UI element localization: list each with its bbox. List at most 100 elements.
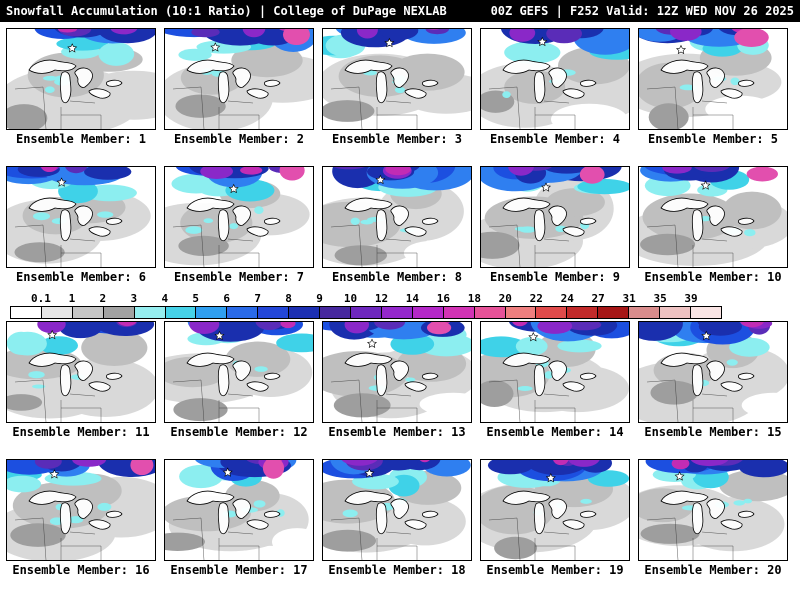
colorbar-segment bbox=[536, 307, 568, 318]
map-panel: Ensemble Member: 16 bbox=[6, 459, 156, 577]
page-title: Snowfall Accumulation (10:1 Ratio) | Col… bbox=[6, 4, 447, 18]
snowfall-map[interactable] bbox=[164, 459, 314, 561]
ensemble-member-label: Ensemble Member: 20 bbox=[644, 563, 782, 577]
colorbar-segment bbox=[258, 307, 290, 318]
snowfall-map[interactable] bbox=[6, 321, 156, 423]
map-panel: Ensemble Member: 20 bbox=[638, 459, 788, 577]
snowfall-map[interactable] bbox=[6, 166, 156, 268]
colorbar-segment bbox=[629, 307, 661, 318]
ensemble-member-label: Ensemble Member: 16 bbox=[12, 563, 150, 577]
ensemble-member-label: Ensemble Member: 6 bbox=[15, 270, 147, 284]
map-panel: Ensemble Member: 15 bbox=[638, 321, 788, 439]
colorbar-tick-label: 0.1 bbox=[31, 292, 51, 305]
colorbar-tick-label: 7 bbox=[254, 292, 261, 305]
ensemble-member-label: Ensemble Member: 2 bbox=[173, 132, 305, 146]
colorbar-tick-label: 24 bbox=[560, 292, 574, 305]
colorbar-tick-labels: 0.1 1 2 3 4 5 6 7 8 9 10 12 14 16 18 20 22 24 27 31 35 39 bbox=[10, 292, 722, 306]
snowfall-map[interactable] bbox=[322, 28, 472, 130]
map-panel: Ensemble Member: 19 bbox=[480, 459, 630, 577]
colorbar-tick-label: 3 bbox=[130, 292, 138, 305]
ensemble-member-label: Ensemble Member: 4 bbox=[489, 132, 621, 146]
map-panel: Ensemble Member: 8 bbox=[322, 166, 472, 284]
snowfall-map[interactable] bbox=[322, 321, 472, 423]
colorbar-tick-label: 8 bbox=[285, 292, 292, 305]
colorbar-tick-label: 1 bbox=[68, 292, 76, 305]
map-panel: Ensemble Member: 17 bbox=[164, 459, 314, 577]
colorbar-tick-label: 39 bbox=[684, 292, 698, 305]
snowfall-map[interactable] bbox=[164, 166, 314, 268]
colorbar-segment bbox=[412, 307, 444, 318]
colorbar-segment bbox=[598, 307, 630, 318]
map-panel: Ensemble Member: 2 bbox=[164, 28, 314, 146]
snowfall-map[interactable] bbox=[322, 459, 472, 561]
ensemble-member-label: Ensemble Member: 13 bbox=[328, 425, 466, 439]
colorbar-segment bbox=[72, 307, 104, 318]
ensemble-member-label: Ensemble Member: 17 bbox=[170, 563, 308, 577]
ensemble-member-label: Ensemble Member: 19 bbox=[486, 563, 624, 577]
ensemble-member-label: Ensemble Member: 5 bbox=[647, 132, 779, 146]
colorbar-tick-label: 20 bbox=[498, 292, 512, 305]
ensemble-member-label: Ensemble Member: 3 bbox=[331, 132, 463, 146]
title-bar: Snowfall Accumulation (10:1 Ratio) | Col… bbox=[0, 0, 800, 22]
snowfall-map[interactable] bbox=[6, 28, 156, 130]
ensemble-member-label: Ensemble Member: 1 bbox=[15, 132, 147, 146]
map-panel: Ensemble Member: 4 bbox=[480, 28, 630, 146]
colorbar-segment bbox=[165, 307, 197, 318]
map-panel: Ensemble Member: 13 bbox=[322, 321, 472, 439]
colorbar-segment bbox=[196, 307, 228, 318]
snowfall-map[interactable] bbox=[480, 28, 630, 130]
colorbar-tick-label: 31 bbox=[622, 292, 636, 305]
snowfall-map[interactable] bbox=[480, 321, 630, 423]
map-panel: Ensemble Member: 7 bbox=[164, 166, 314, 284]
snowfall-map[interactable] bbox=[322, 166, 472, 268]
colorbar-tick-label: 12 bbox=[374, 292, 389, 305]
map-panel: Ensemble Member: 1 bbox=[6, 28, 156, 146]
colorbar-segment bbox=[320, 307, 351, 318]
colorbar-tick-label: 18 bbox=[467, 292, 481, 305]
colorbar-segment bbox=[11, 307, 42, 318]
map-panel: Ensemble Member: 3 bbox=[322, 28, 472, 146]
snowfall-map[interactable] bbox=[638, 166, 788, 268]
map-panel: Ensemble Member: 6 bbox=[6, 166, 156, 284]
colorbar-segment bbox=[289, 307, 321, 318]
ensemble-member-label: Ensemble Member: 7 bbox=[173, 270, 305, 284]
snowfall-map[interactable] bbox=[480, 166, 630, 268]
ensemble-member-label: Ensemble Member: 18 bbox=[328, 563, 466, 577]
map-row-1: Ensemble Member: 1 Ensemble Member: 2 Ense… bbox=[0, 28, 800, 146]
colorbar-tick-label: 16 bbox=[436, 292, 451, 305]
colorbar-segment bbox=[567, 307, 599, 318]
snowfall-map[interactable] bbox=[638, 28, 788, 130]
snowfall-map[interactable] bbox=[164, 321, 314, 423]
ensemble-member-label: Ensemble Member: 8 bbox=[331, 270, 463, 284]
colorbar-tick-label: 9 bbox=[316, 292, 323, 305]
map-panel: Ensemble Member: 5 bbox=[638, 28, 788, 146]
colorbar-segment bbox=[381, 307, 413, 318]
colorbar-tick-label: 5 bbox=[192, 292, 200, 305]
colorbar-tick-label: 4 bbox=[161, 292, 169, 305]
colorbar-segment bbox=[227, 307, 259, 318]
colorbar-segment bbox=[690, 307, 721, 318]
colorbar-segment bbox=[505, 307, 537, 318]
colorbar-segment bbox=[350, 307, 382, 318]
snowfall-map[interactable] bbox=[6, 459, 156, 561]
colorbar-tick-label: 27 bbox=[591, 292, 605, 305]
valid-time-label: 00Z GEFS | F252 Valid: 12Z WED NOV 26 20… bbox=[490, 4, 794, 18]
ensemble-member-label: Ensemble Member: 12 bbox=[170, 425, 308, 439]
snowfall-map[interactable] bbox=[164, 28, 314, 130]
ensemble-grid: Ensemble Member: 1 Ensemble Member: 2 Ense… bbox=[0, 28, 800, 577]
map-panel: Ensemble Member: 14 bbox=[480, 321, 630, 439]
map-row-2: Ensemble Member: 6 Ensemble Member: 7 Ense… bbox=[0, 166, 800, 284]
snowfall-map[interactable] bbox=[638, 321, 788, 423]
snowfall-map[interactable] bbox=[480, 459, 630, 561]
ensemble-member-label: Ensemble Member: 14 bbox=[486, 425, 624, 439]
snowfall-map[interactable] bbox=[638, 459, 788, 561]
map-row-3: Ensemble Member: 11 Ensemble Member: 12 En… bbox=[0, 321, 800, 439]
ensemble-member-label: Ensemble Member: 11 bbox=[12, 425, 150, 439]
ensemble-member-label: Ensemble Member: 15 bbox=[644, 425, 782, 439]
colorbar-segment bbox=[103, 307, 135, 318]
ensemble-member-label: Ensemble Member: 10 bbox=[644, 270, 782, 284]
map-panel: Ensemble Member: 11 bbox=[6, 321, 156, 439]
ensemble-member-label: Ensemble Member: 9 bbox=[489, 270, 621, 284]
colorbar-tick-label: 2 bbox=[99, 292, 107, 305]
colorbar-tick-label: 22 bbox=[529, 292, 543, 305]
